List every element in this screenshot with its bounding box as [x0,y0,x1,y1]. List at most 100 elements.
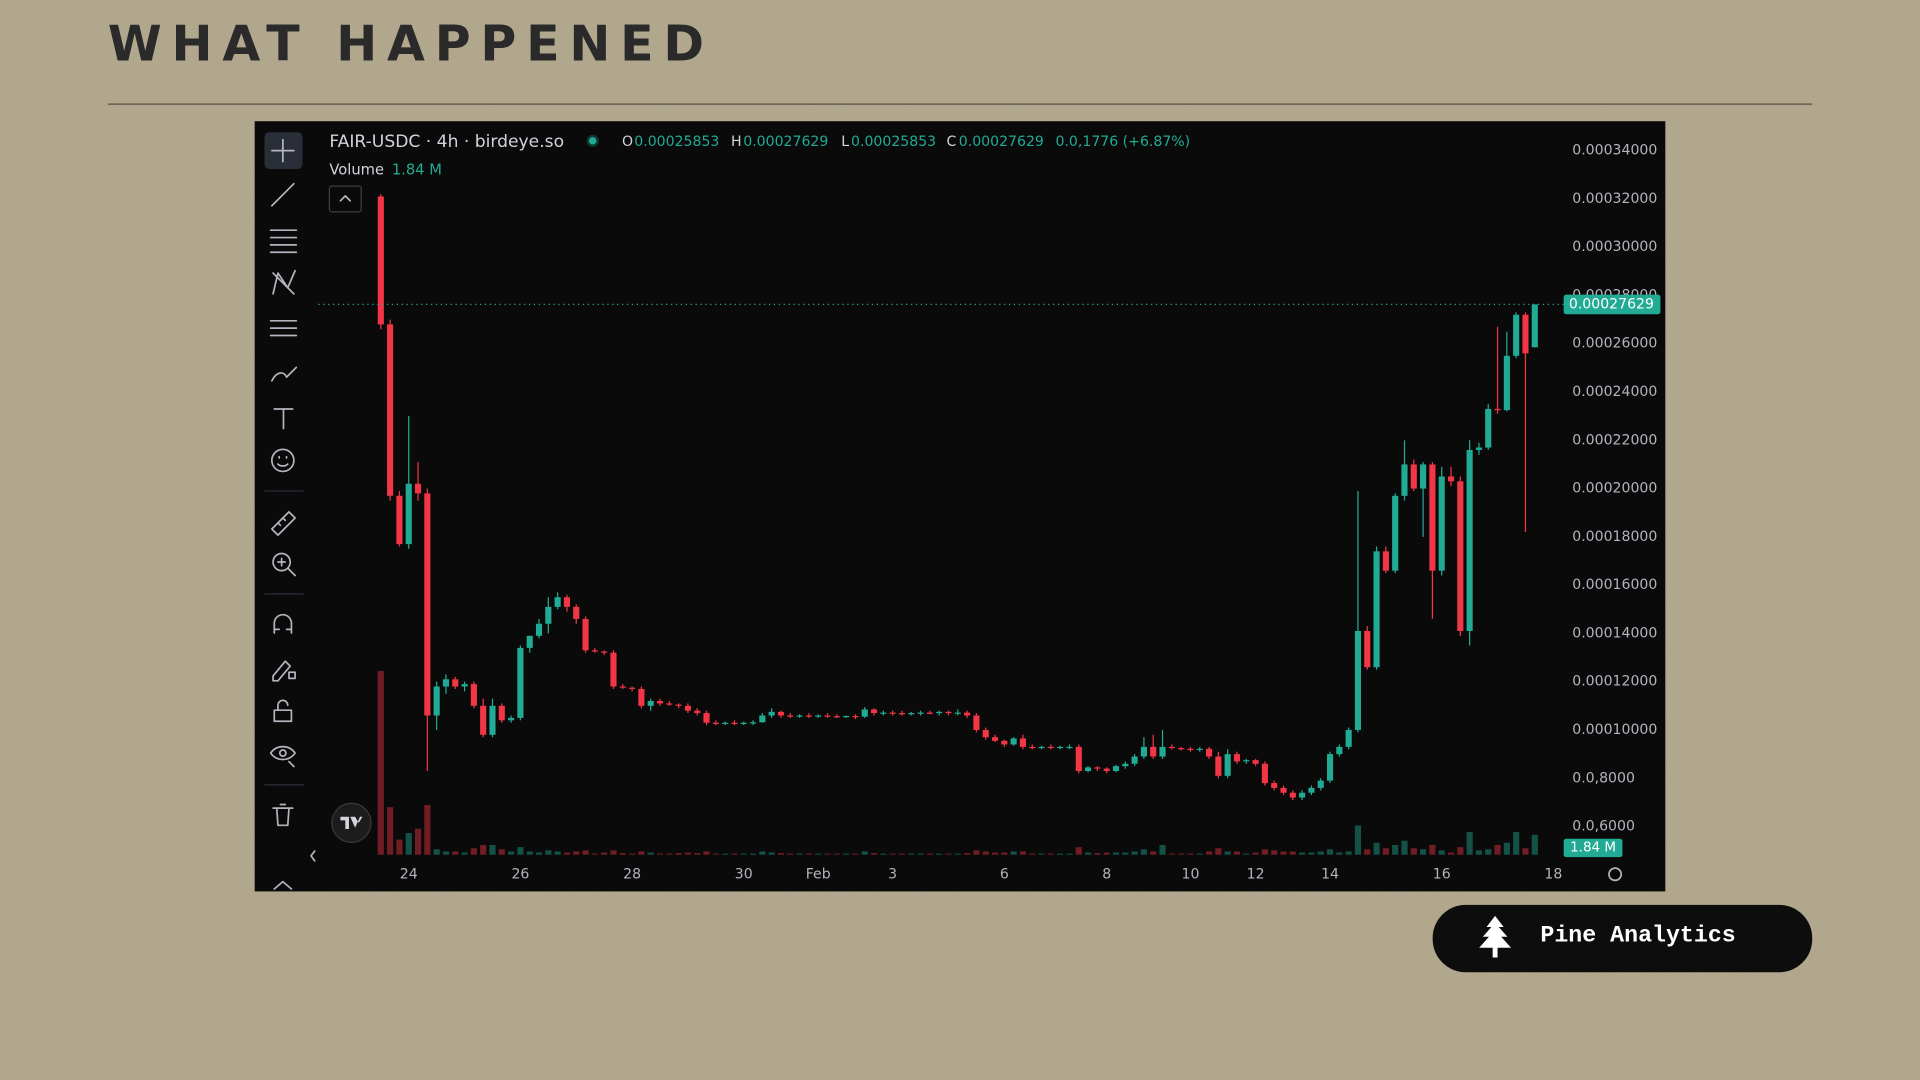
candle-body [1243,760,1250,762]
projection-icon[interactable] [269,319,298,337]
candle-body [1271,783,1278,788]
x-tick-label: 12 [1247,866,1265,882]
candle-body [1057,746,1064,749]
ruler-icon[interactable] [270,510,296,536]
candle-body [1382,551,1389,571]
candle-body [1206,748,1213,757]
volume-bar [861,851,868,855]
y-tick-label: 0.00030000 [1572,239,1657,255]
candle-body [898,713,906,715]
y-tick-label: 0.00016000 [1572,577,1657,593]
volume-bar [442,851,450,855]
candle-body [1029,746,1036,749]
volume-bar [554,851,561,855]
candle-body [573,606,580,619]
volume-bar [666,853,673,855]
volume-bar [1122,852,1129,855]
candle-body [1252,760,1259,764]
ohlc-value: 0.00027629 [743,134,828,150]
volume-bar [1392,844,1399,855]
brand-pill [1432,904,1813,973]
lock-icon[interactable] [273,699,293,723]
trendline-icon[interactable] [270,182,295,207]
brand-tree [1479,915,1512,958]
candle-body [656,701,664,704]
volume-bar [610,850,617,855]
volume-bar [535,852,543,855]
candle-body [535,623,543,636]
ohlc-value: 0.00025853 [851,134,936,150]
candle-body [703,713,710,723]
volume-bar [805,853,812,855]
volume-bar [1085,852,1092,855]
toolbar-more[interactable] [273,880,293,890]
magnet-icon[interactable] [273,613,293,634]
candle-body [1085,767,1092,772]
volume-bar [498,849,505,855]
collapse-button[interactable] [328,185,362,213]
candle-body [647,701,654,706]
tv-logo[interactable] [331,802,372,844]
volume-value: 1.84 M [392,162,442,179]
candle-body [1187,748,1194,751]
volume-bar [1206,851,1213,855]
volume-bar [1308,852,1315,855]
volume-bar [387,807,394,855]
brush-icon[interactable] [270,366,298,382]
volume-bar [777,853,785,855]
trash-icon[interactable] [272,803,294,827]
volume-bar [759,851,766,855]
candle-body [880,712,887,714]
candle-body [1233,754,1241,762]
candle-body [991,737,999,741]
ohlc-change: 0.0,1776 (+6.87%) [1056,134,1191,150]
text-icon[interactable] [273,408,294,430]
volume-bar [1447,852,1455,855]
volume-bar [1029,853,1036,855]
zoom-icon[interactable] [272,552,292,572]
candle-body [1531,304,1538,348]
volume-bar [1326,849,1334,855]
volume-bar [489,844,496,855]
candle-body [582,618,589,651]
settings-icon[interactable] [1608,867,1623,882]
volume-bar [1336,852,1343,855]
emoji-icon[interactable] [270,448,295,473]
volume-bar [684,852,691,855]
y-tick-label: 0.0,6000 [1572,819,1635,835]
volume-bar [982,851,989,855]
candle-body [954,712,961,714]
brand-name: Pine Analytics [1540,923,1735,949]
ohlc-label: H [731,134,742,150]
volume-bar [1317,851,1324,855]
volume-bar [1131,851,1138,855]
candle-body [722,722,729,724]
volume-bar [656,853,664,855]
volume-bar [1233,851,1241,855]
volume-bar [908,853,915,855]
pattern-icon[interactable] [272,269,296,295]
volume-bar [1243,853,1250,855]
volume-bar [377,671,384,855]
volume-bar [1280,851,1287,855]
volume-bar [889,853,896,855]
volume-bar [1252,852,1259,855]
collapse-arrow[interactable] [310,850,316,862]
volume-bar [787,853,794,855]
fib-icon[interactable] [269,229,298,254]
volume-bar [731,853,738,855]
candle-body [1308,787,1315,793]
volume-bar [1485,849,1492,855]
y-tick-label: 0.00014000 [1572,625,1657,641]
volume-bar [452,851,459,855]
volume-bar [1513,832,1520,855]
eye-icon[interactable] [269,745,296,768]
lock-draw-icon[interactable] [272,660,296,682]
candle-body [1196,748,1203,751]
volume-bar [936,853,943,855]
volume-bar [1271,850,1278,855]
candle-body [396,495,403,545]
volume-bar [1140,849,1147,855]
volume-bar [824,853,831,855]
